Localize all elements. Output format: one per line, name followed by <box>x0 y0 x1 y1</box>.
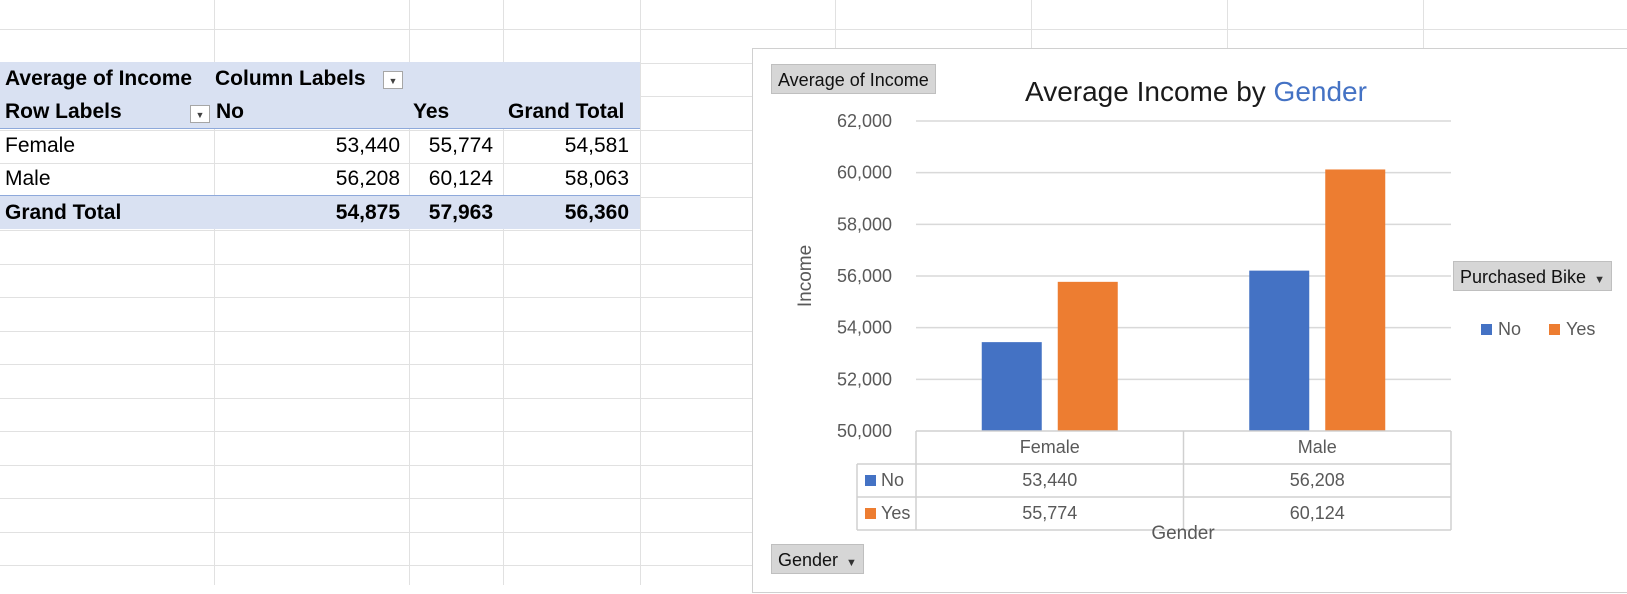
y-tick-label: 54,000 <box>837 318 892 338</box>
pivot-cell[interactable]: 56,208 <box>335 167 400 190</box>
axis-field-label: Gender <box>778 550 839 570</box>
pivot-grand-total-label[interactable]: Grand Total <box>5 201 122 224</box>
pivot-grand-total-row: Grand Total 54,875 57,963 56,360 <box>0 195 640 229</box>
chart-title: Average Income by Gender <box>1025 76 1367 107</box>
legend-entry-no[interactable]: No <box>1481 319 1521 340</box>
value-field-label: Average of Income <box>778 70 929 90</box>
x-tick-label: Female <box>1020 437 1080 457</box>
data-table-legend-key <box>865 508 876 519</box>
pivot-cell[interactable]: 57,963 <box>428 201 493 224</box>
legend-label: No <box>1498 319 1522 339</box>
chevron-down-icon: ▼ <box>1594 274 1605 286</box>
pivot-row-male: Male 56,208 60,124 58,063 <box>0 162 640 195</box>
bar-no-male <box>1249 270 1310 431</box>
y-axis-label: Income <box>795 245 816 307</box>
pivot-header-row-1: Average of Income Column Labels ▼ <box>0 62 640 95</box>
pivot-col-header-grand-total[interactable]: Grand Total <box>508 100 625 123</box>
pivot-cell[interactable]: 56,360 <box>564 201 629 224</box>
data-table-series-name: Yes <box>881 503 910 523</box>
pivot-cell[interactable]: 58,063 <box>564 167 629 190</box>
pivot-chart[interactable]: Average Income by Gender 50,000 52,000 54,0… <box>752 48 1627 593</box>
pivot-cell[interactable]: 54,875 <box>335 201 400 224</box>
gridline-vertical <box>214 0 215 585</box>
chevron-down-icon: ▼ <box>388 76 398 86</box>
chevron-down-icon: ▼ <box>195 110 205 120</box>
pivot-cell[interactable]: 55,774 <box>428 134 493 157</box>
x-tick-label: Male <box>1298 437 1337 457</box>
data-label: 60,124 <box>1290 503 1345 523</box>
pivot-col-header-yes[interactable]: Yes <box>413 100 450 123</box>
chevron-down-icon: ▼ <box>846 557 857 569</box>
data-label: 56,208 <box>1290 470 1345 490</box>
pivot-row-labels[interactable]: Row Labels <box>5 100 122 123</box>
data-label: 53,440 <box>1022 470 1077 490</box>
pivot-col-header-no[interactable]: No <box>216 100 244 123</box>
data-table-series-name: No <box>881 470 904 490</box>
legend-swatch <box>1549 324 1560 335</box>
y-tick-label: 58,000 <box>837 214 892 234</box>
pivot-cell[interactable]: 54,581 <box>564 134 629 157</box>
legend-label: Yes <box>1566 319 1596 339</box>
axis-field-button[interactable]: Gender ▼ <box>771 544 864 574</box>
y-tick-label: 50,000 <box>837 421 892 441</box>
pivot-row-female: Female 53,440 55,774 54,581 <box>0 129 640 162</box>
column-labels-filter-button[interactable]: ▼ <box>383 71 403 89</box>
x-axis-label: Gender <box>1151 523 1215 544</box>
pivot-header-row-2: Row Labels ▼ No Yes Grand Total <box>0 95 640 129</box>
legend-field-label: Purchased Bike <box>1460 267 1587 287</box>
legend-entry-yes[interactable]: Yes <box>1549 319 1595 340</box>
y-tick-label: 52,000 <box>837 369 892 389</box>
pivot-cell[interactable]: 60,124 <box>428 167 493 190</box>
data-label: 55,774 <box>1022 503 1077 523</box>
pivot-value-header[interactable]: Average of Income <box>5 67 193 90</box>
gridline-vertical <box>409 0 410 585</box>
pivot-cell[interactable]: 53,440 <box>335 134 400 157</box>
y-tick-label: 56,000 <box>837 266 892 286</box>
legend-field-button[interactable]: Purchased Bike ▼ <box>1453 261 1612 291</box>
pivot-row-label[interactable]: Male <box>5 167 51 190</box>
row-labels-filter-button[interactable]: ▼ <box>190 105 210 123</box>
pivot-row-label[interactable]: Female <box>5 134 76 157</box>
gridline-vertical <box>640 0 641 585</box>
value-field-button[interactable]: Average of Income <box>771 64 936 94</box>
chart-plot: Average Income by Gender 50,000 52,000 54,0… <box>795 76 1452 544</box>
bar-yes-male <box>1325 169 1386 432</box>
pivot-column-labels[interactable]: Column Labels <box>215 67 366 90</box>
data-table-legend-key <box>865 475 876 486</box>
gridline-vertical <box>503 0 504 585</box>
legend-swatch <box>1481 324 1492 335</box>
bar-yes-female <box>1057 281 1118 431</box>
y-tick-label: 60,000 <box>837 163 892 183</box>
y-tick-label: 62,000 <box>837 111 892 131</box>
gridline-horizontal <box>0 29 1627 30</box>
bar-no-female <box>981 342 1042 431</box>
